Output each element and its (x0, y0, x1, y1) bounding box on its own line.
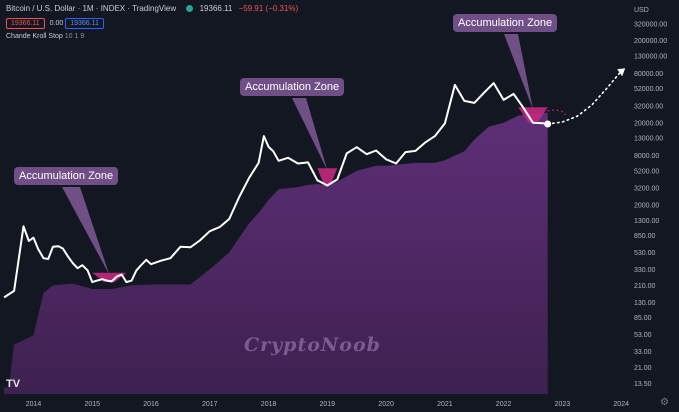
annotation-accumulation-zone-2019: Accumulation Zone (240, 78, 345, 96)
annotation-pointers-layer (62, 34, 533, 275)
y-tick-label: 8000.00 (634, 153, 659, 160)
bid-box[interactable]: 19366.11 (6, 18, 45, 29)
projection-arrowhead (617, 68, 626, 77)
y-tick-label: 130000.00 (634, 54, 667, 61)
y-tick-label: 330.00 (634, 267, 656, 274)
y-tick-label: 85.00 (634, 315, 652, 322)
y-tick-label: 530.00 (634, 250, 656, 257)
y-tick-label: 13000.00 (634, 136, 663, 143)
y-tick-label: 850.00 (634, 233, 656, 240)
annotation-pointer-1 (62, 187, 110, 275)
x-tick-label: 2018 (261, 401, 277, 408)
x-tick-label: 2022 (496, 401, 512, 408)
x-tick-label: 2020 (378, 401, 394, 408)
stop-area-layer (4, 112, 548, 395)
y-tick-label: 210.00 (634, 283, 656, 290)
btc-price-line (3, 82, 548, 299)
annotation-accumulation-zone-2015: Accumulation Zone (14, 167, 119, 185)
price-change: −59.91 (−0.31%) (238, 4, 299, 13)
chande-kroll-stop-area (4, 112, 548, 395)
y-tick-label: 2000.00 (634, 203, 659, 210)
spread-value: 0.00 (49, 20, 64, 27)
x-tick-label: 2017 (202, 401, 218, 408)
chart-header: Bitcoin / U.S. Dollar · 1M · INDEX · Tra… (6, 4, 302, 13)
y-tick-label: 1300.00 (634, 218, 659, 225)
x-tick-label: 2014 (26, 401, 42, 408)
y-axis: USD 320000.00 200000.00 130000.00 80000.00 52… (634, 7, 667, 388)
x-tick-label: 2015 (85, 401, 101, 408)
symbol-title[interactable]: Bitcoin / U.S. Dollar · 1M · INDEX · Tra… (6, 4, 177, 13)
y-tick-label: 21.00 (634, 365, 652, 372)
x-tick-label: 2021 (437, 401, 453, 408)
x-tick-label: 2016 (143, 401, 159, 408)
y-axis-unit: USD (634, 7, 649, 14)
indicator-params: 10 1 9 (64, 33, 85, 40)
x-tick-label: 2024 (613, 401, 629, 408)
indicator-legend[interactable]: Chande Kroll Stop 10 1 9 (6, 33, 84, 40)
ask-box[interactable]: 19366.11 (65, 18, 104, 29)
bid-ask-row: 19366.11 0.00 19366.11 (6, 18, 107, 29)
projection-pink-hint (547, 109, 567, 116)
y-tick-label: 320000.00 (634, 21, 667, 28)
y-tick-label: 80000.00 (634, 71, 663, 78)
y-tick-label: 32000.00 (634, 104, 663, 111)
y-tick-label: 53.00 (634, 332, 652, 339)
indicator-name: Chande Kroll Stop (6, 33, 63, 40)
accumulation-zone-2 (317, 168, 338, 186)
y-tick-label: 200000.00 (634, 38, 667, 45)
last-price: 19366.11 (199, 4, 233, 13)
tradingview-logo: TV (6, 378, 21, 390)
projection-path (546, 70, 623, 125)
y-tick-label: 13.50 (634, 381, 652, 388)
y-tick-label: 33.00 (634, 349, 652, 356)
x-axis: 2014 2015 2016 2017 2018 2019 2020 2021 2022 2023… (26, 401, 629, 408)
y-tick-label: 130.00 (634, 300, 656, 307)
y-tick-label: 52000.00 (634, 86, 663, 93)
gear-icon[interactable]: ⚙ (660, 397, 669, 408)
y-tick-label: 20000.00 (634, 120, 663, 127)
market-status-icon (186, 5, 194, 13)
y-tick-label: 3200.00 (634, 186, 659, 193)
watermark: CryptoNoob (244, 334, 381, 356)
projection-layer (546, 68, 626, 125)
annotation-accumulation-zone-2022: Accumulation Zone (453, 14, 558, 32)
y-tick-label: 5200.00 (634, 168, 659, 175)
x-tick-label: 2019 (320, 401, 336, 408)
annotation-pointer-3 (504, 34, 533, 110)
x-tick-label: 2023 (555, 401, 571, 408)
annotation-pointer-2 (292, 98, 328, 171)
